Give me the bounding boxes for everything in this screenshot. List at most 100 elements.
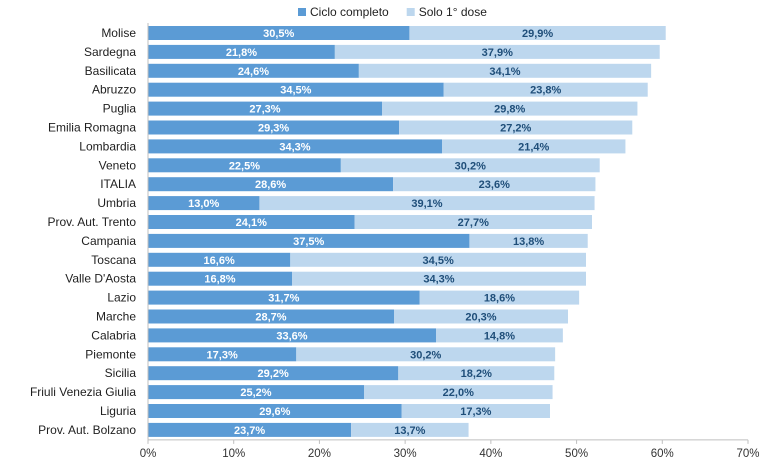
bar-0-3: [148, 82, 444, 97]
category-label-8: ITALIA: [100, 177, 136, 191]
bar-0-18: [148, 366, 399, 381]
bar-1-14: [419, 290, 580, 305]
category-label-0: Molise: [101, 26, 136, 40]
category-label-2: Basilicata: [85, 64, 137, 78]
data-label-0-15: 28,7%: [255, 312, 286, 324]
bar-0-17: [148, 347, 297, 362]
bar-0-2: [148, 63, 359, 78]
bar-1-15: [394, 309, 568, 324]
bar-0-8: [148, 177, 394, 192]
data-label-0-10: 24,1%: [236, 217, 267, 229]
bar-1-10: [354, 215, 592, 229]
x-tick-label-7: 70%: [736, 448, 759, 460]
bar-1-20: [401, 404, 550, 418]
bar-1-3: [443, 82, 648, 97]
bar-0-10: [148, 215, 355, 229]
category-label-7: Veneto: [99, 158, 137, 172]
data-label-0-2: 24,6%: [238, 66, 269, 78]
data-label-0-4: 27,3%: [249, 104, 280, 116]
data-label-1-1: 37,9%: [482, 47, 513, 59]
category-label-21: Prov. Aut. Bolzano: [38, 423, 136, 437]
bar-0-5: [148, 120, 400, 135]
data-label-1-15: 20,3%: [465, 312, 496, 324]
legend-swatch-1: [406, 8, 415, 16]
data-label-0-1: 21,8%: [226, 47, 257, 59]
legend-label-1: Solo 1° dose: [419, 5, 488, 19]
x-tick-label-1: 10%: [222, 448, 245, 460]
bar-0-21: [148, 422, 352, 437]
data-label-0-5: 29,3%: [258, 123, 289, 135]
data-label-1-8: 23,6%: [479, 179, 510, 191]
category-label-20: Liguria: [100, 404, 136, 418]
data-label-0-14: 31,7%: [268, 293, 299, 305]
data-label-0-16: 33,6%: [276, 330, 307, 342]
category-label-16: Calabria: [91, 328, 136, 342]
bar-1-17: [296, 347, 556, 362]
legend-label-0: Ciclo completo: [310, 5, 389, 19]
data-label-0-6: 34,3%: [279, 141, 310, 153]
data-label-1-21: 13,7%: [394, 425, 425, 437]
category-label-19: Friuli Venezia Giulia: [30, 385, 136, 399]
data-label-1-10: 27,7%: [458, 217, 489, 229]
data-label-1-7: 30,2%: [455, 160, 486, 172]
bar-0-6: [148, 139, 442, 154]
legend-swatch-0: [298, 8, 306, 16]
data-label-0-13: 16,8%: [204, 274, 235, 286]
data-label-1-13: 34,3%: [423, 274, 454, 286]
bar-1-6: [442, 139, 626, 154]
data-label-1-14: 18,6%: [484, 293, 515, 305]
data-label-1-6: 21,4%: [518, 141, 549, 153]
bar-1-9: [259, 196, 595, 211]
category-label-18: Sicilia: [105, 366, 137, 380]
bar-1-13: [292, 271, 586, 286]
data-label-1-11: 13,8%: [513, 236, 544, 248]
category-label-11: Campania: [81, 234, 136, 248]
data-label-1-12: 34,5%: [423, 255, 454, 267]
data-label-1-9: 39,1%: [411, 198, 442, 210]
data-label-1-5: 27,2%: [500, 123, 531, 135]
bar-1-12: [290, 252, 586, 267]
bar-0-11: [148, 233, 470, 248]
x-tick-label-3: 30%: [394, 448, 417, 460]
category-label-5: Emilia Romagna: [48, 121, 136, 135]
x-tick-label-5: 50%: [565, 448, 588, 460]
x-tick-label-2: 20%: [308, 448, 331, 460]
bar-0-12: [148, 252, 291, 267]
data-label-0-7: 22,5%: [229, 160, 260, 172]
category-label-6: Lombardia: [79, 139, 136, 153]
data-label-1-19: 22,0%: [443, 387, 474, 399]
bar-0-9: [148, 196, 260, 211]
x-tick-label-6: 60%: [651, 448, 674, 460]
category-label-14: Lazio: [107, 291, 136, 305]
data-label-0-3: 34,5%: [280, 85, 311, 97]
bar-1-0: [409, 26, 666, 40]
bar-0-1: [148, 44, 335, 59]
bar-0-20: [148, 404, 402, 418]
bar-1-1: [334, 44, 660, 59]
category-label-13: Valle D'Aosta: [65, 272, 136, 286]
bar-0-7: [148, 158, 341, 173]
legend: Ciclo completo Solo 1° dose: [298, 5, 487, 19]
data-label-1-20: 17,3%: [460, 406, 491, 418]
x-tick-label-0: 0%: [140, 448, 157, 460]
bar-1-4: [382, 101, 638, 116]
data-label-1-17: 30,2%: [410, 349, 441, 361]
bar-0-13: [148, 271, 292, 286]
bar-1-11: [469, 233, 588, 248]
category-label-9: Umbria: [97, 196, 136, 210]
bar-1-16: [436, 328, 563, 343]
category-label-10: Prov. Aut. Trento: [48, 215, 137, 229]
bar-1-2: [358, 63, 652, 78]
data-label-0-19: 25,2%: [240, 387, 271, 399]
data-label-0-0: 30,5%: [263, 28, 294, 40]
data-label-1-18: 18,2%: [461, 368, 492, 380]
category-label-17: Piemonte: [85, 347, 136, 361]
data-labels: 30,5% 29,9% 21,8% 37,9% 24,6% 34,1% 34,5% 23,8%…: [188, 28, 561, 437]
bar-1-19: [364, 385, 553, 400]
bar-0-4: [148, 101, 382, 116]
category-label-12: Toscana: [91, 253, 136, 267]
bar-1-21: [351, 422, 469, 437]
data-label-1-16: 14,8%: [484, 330, 515, 342]
